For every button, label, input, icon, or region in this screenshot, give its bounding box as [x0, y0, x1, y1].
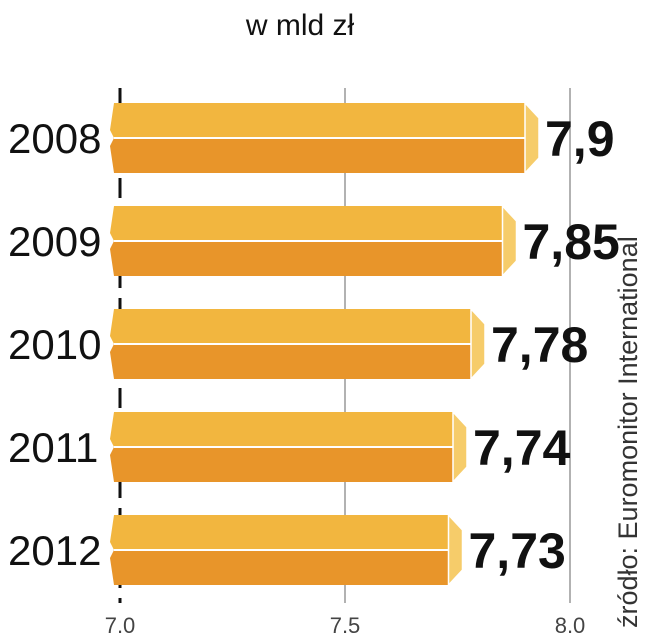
bar-upper — [110, 412, 453, 447]
x-tick-label: 7.0 — [105, 613, 136, 638]
bar-end-cap — [452, 410, 468, 484]
bar-upper — [110, 206, 503, 241]
bar-end-cap — [524, 101, 540, 175]
x-axis-ticks: 7.0 7.5 8.0 — [105, 613, 586, 638]
category-label: 2011 — [8, 424, 98, 471]
x-tick-label: 8.0 — [555, 613, 586, 638]
bar-group: 2011 7,74 — [8, 410, 571, 484]
bar-end-cap — [501, 204, 518, 278]
value-label: 7,85 — [523, 214, 620, 270]
bar-group: 2010 7,78 — [8, 307, 588, 381]
category-label: 2009 — [8, 218, 101, 265]
bar-end-cap — [470, 307, 486, 381]
chart-title: w mld zł — [245, 9, 355, 42]
value-label: 7,74 — [473, 420, 571, 476]
bar-lower — [110, 344, 471, 379]
bar-lower — [110, 447, 453, 482]
bar-lower — [110, 550, 449, 585]
bar-upper — [110, 515, 449, 550]
bar-lower — [110, 241, 503, 276]
category-label: 2010 — [8, 321, 101, 368]
bar-upper — [110, 309, 471, 344]
bars: 2008 7,9 2009 7,85 2010 7,78 2011 7,74 2012 7,73 — [8, 101, 620, 587]
category-label: 2012 — [8, 527, 101, 574]
bar-group: 2008 7,9 — [8, 101, 615, 175]
bar-group: 2009 7,85 — [8, 204, 620, 278]
bar-group: 2012 7,73 — [8, 513, 566, 587]
bar-upper — [110, 103, 525, 138]
category-label: 2008 — [8, 115, 101, 162]
x-tick-label: 7.5 — [330, 613, 361, 638]
source-note: źródło: Euromonitor International — [613, 236, 643, 628]
bar-lower — [110, 138, 525, 173]
value-label: 7,9 — [545, 111, 615, 167]
bar-end-cap — [447, 513, 464, 587]
value-label: 7,78 — [491, 317, 588, 373]
value-label: 7,73 — [469, 523, 566, 579]
